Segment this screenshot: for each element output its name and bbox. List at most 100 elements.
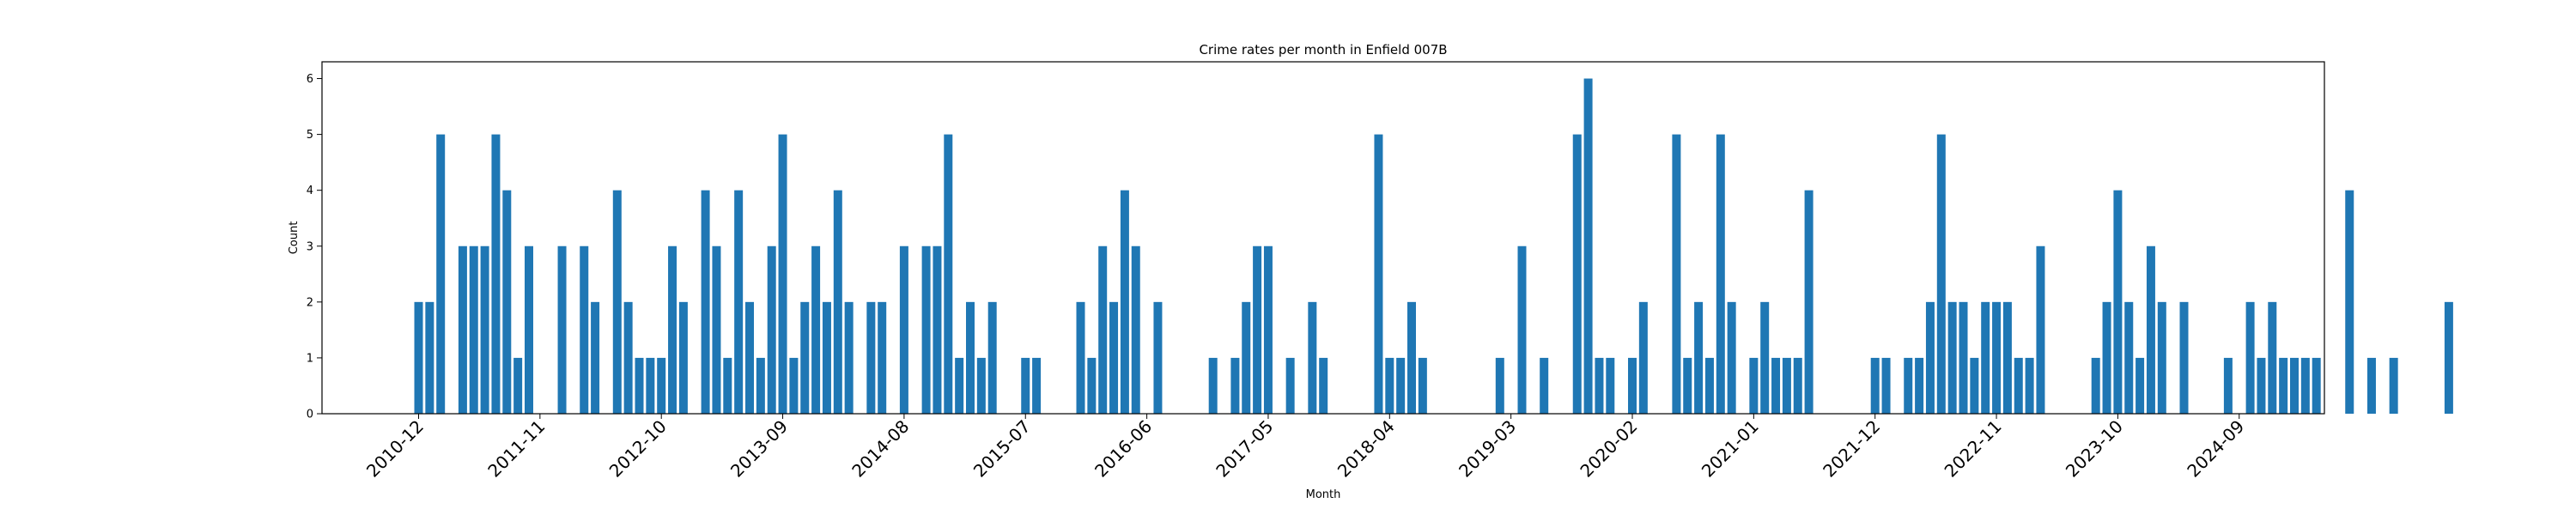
- bar: [1385, 357, 1394, 414]
- bar: [1727, 301, 1736, 414]
- x-tick-label: 2010-12: [362, 416, 428, 482]
- bar: [800, 301, 810, 414]
- x-tick-label: 2021-01: [1698, 416, 1763, 482]
- bar: [756, 357, 765, 414]
- x-tick-label: 2012-10: [605, 416, 671, 482]
- bar: [933, 245, 942, 414]
- bar: [678, 301, 688, 414]
- bar: [635, 357, 644, 414]
- bar: [612, 190, 622, 414]
- x-tick-label: 2017-05: [1212, 416, 1277, 482]
- bar: [878, 301, 887, 414]
- bar: [1925, 301, 1935, 414]
- bar: [2444, 301, 2453, 414]
- bar: [1208, 357, 1218, 414]
- bar: [1098, 245, 1108, 414]
- bar: [2389, 357, 2398, 414]
- y-tick-label: 2: [307, 296, 313, 309]
- bar: [1881, 357, 1891, 414]
- bar: [469, 245, 478, 414]
- bar: [2146, 245, 2155, 414]
- bar: [1749, 357, 1759, 414]
- bar: [1374, 134, 1383, 414]
- bar: [414, 301, 423, 414]
- y-axis-label: Count: [288, 221, 301, 255]
- bar: [1253, 245, 1262, 414]
- bar: [1959, 301, 1968, 414]
- bar: [944, 134, 953, 414]
- bar: [2223, 357, 2233, 414]
- bar: [1606, 357, 1615, 414]
- bar: [1915, 357, 1924, 414]
- bar: [921, 245, 931, 414]
- bar: [1694, 301, 1704, 414]
- bars: [414, 78, 2453, 415]
- bar: [899, 245, 908, 414]
- bar: [2300, 357, 2310, 414]
- bar: [425, 301, 434, 414]
- x-tick-label: 2022-11: [1941, 416, 2006, 482]
- bar: [1021, 357, 1030, 414]
- x-tick-label: 2023-10: [2062, 416, 2127, 482]
- y-axis: 0 1 2 3 4 5 6: [307, 73, 322, 421]
- bar: [1981, 301, 1990, 414]
- bar: [1319, 357, 1328, 414]
- bar: [1032, 357, 1042, 414]
- y-tick-label: 6: [307, 73, 313, 86]
- x-tick-label: 2019-03: [1455, 416, 1520, 482]
- bar: [734, 190, 744, 414]
- y-tick-label: 1: [307, 352, 313, 365]
- bar: [2113, 190, 2123, 414]
- bar: [2124, 301, 2134, 414]
- bar: [833, 190, 842, 414]
- bar: [2279, 357, 2288, 414]
- bar: [955, 357, 964, 414]
- bar: [976, 357, 986, 414]
- bar: [1683, 357, 1692, 414]
- chart-title: Crime rates per month in Enfield 007B: [1199, 42, 1447, 58]
- x-tick-label: 2011-11: [483, 416, 549, 482]
- x-tick-label: 2013-09: [726, 416, 792, 482]
- x-tick-label: 2016-06: [1091, 416, 1156, 482]
- bar: [1771, 357, 1781, 414]
- bar: [1672, 134, 1681, 414]
- bar: [1583, 78, 1593, 415]
- bar: [2014, 357, 2023, 414]
- bar: [987, 301, 997, 414]
- bar: [866, 301, 876, 414]
- bar: [1517, 245, 1527, 414]
- bar: [1407, 301, 1416, 414]
- x-tick-label: 2021-12: [1819, 416, 1884, 482]
- x-axis: 2010-12 2011-11 2012-10 2013-09 2014-08 2015-…: [362, 414, 2248, 482]
- bar: [2157, 301, 2166, 414]
- bar: [1947, 301, 1957, 414]
- bar: [1540, 357, 1549, 414]
- bar: [480, 245, 489, 414]
- bar: [822, 301, 831, 414]
- y-tick-label: 5: [307, 129, 313, 142]
- bar: [2179, 301, 2189, 414]
- bar: [502, 190, 512, 414]
- bar: [2312, 357, 2321, 414]
- bar: [1782, 357, 1791, 414]
- bar: [1495, 357, 1504, 414]
- bar: [513, 357, 523, 414]
- bar: [1904, 357, 1913, 414]
- x-tick-label: 2018-04: [1334, 416, 1399, 482]
- bar: [1131, 245, 1140, 414]
- bar: [701, 190, 710, 414]
- bar: [745, 301, 754, 414]
- bar: [1970, 357, 1979, 414]
- y-tick-label: 0: [307, 409, 313, 421]
- bar: [1870, 357, 1880, 414]
- bar: [1760, 301, 1770, 414]
- bar: [1628, 357, 1637, 414]
- bar: [844, 301, 854, 414]
- bar: [623, 301, 633, 414]
- y-tick-label: 4: [307, 185, 313, 197]
- bar: [458, 245, 467, 414]
- x-tick-label: 2015-07: [969, 416, 1035, 482]
- bar: [2245, 301, 2255, 414]
- bar: [1572, 134, 1582, 414]
